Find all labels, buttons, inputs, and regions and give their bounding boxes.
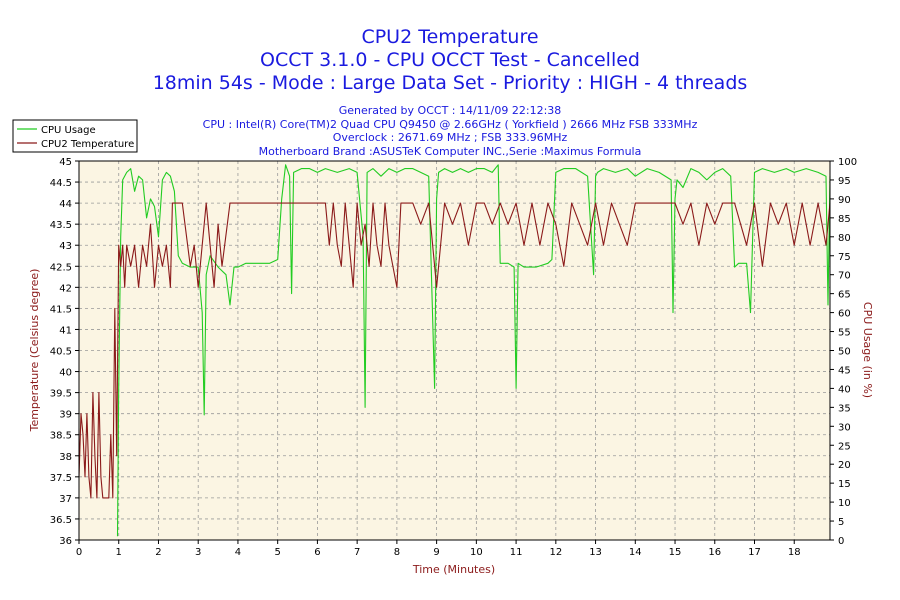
x-tick-label: 11 [510, 547, 523, 558]
y-left-tick-label: 43.5 [50, 220, 72, 231]
y-right-tick-label: 70 [838, 271, 851, 282]
y-left-tick-label: 36.5 [50, 515, 72, 526]
series-line-cpu2-temperature [78, 202, 831, 499]
y-right-tick-label: 75 [838, 252, 851, 263]
y-left-tick-label: 42 [59, 283, 72, 294]
x-tick-label: 10 [470, 547, 483, 558]
y-left-tick-label: 43 [59, 241, 72, 252]
y-right-tick-label: 40 [838, 384, 851, 395]
y-left-tick-label: 44 [59, 199, 72, 210]
x-tick-label: 5 [274, 547, 280, 558]
x-tick-label: 18 [788, 547, 801, 558]
system-info-block: Generated by OCCT : 14/11/09 22:12:38 CP… [0, 104, 900, 158]
series-layer [78, 164, 831, 537]
y-left-tick-label: 37 [59, 494, 72, 505]
y-right-tick-label: 45 [838, 365, 851, 376]
y-left-axis-label: Temperature (Celsius degree) [28, 269, 41, 433]
x-tick-label: 3 [195, 547, 201, 558]
x-tick-label: 4 [235, 547, 241, 558]
x-tick-label: 7 [354, 547, 360, 558]
y-left-tick-label: 38 [59, 452, 72, 463]
motherboard-info-text: Motherboard Brand :ASUSTeK Computer INC.… [258, 144, 642, 158]
y-right-tick-label: 10 [838, 498, 851, 509]
y-left-tick-label: 40.5 [50, 347, 72, 358]
y-right-tick-label: 85 [838, 214, 851, 225]
y-left-tick-label: 40 [59, 368, 72, 379]
y-right-tick-label: 5 [838, 517, 844, 528]
legend-usage-label: CPU Usage [41, 125, 96, 136]
chart-subtitle-test: OCCT 3.1.0 - CPU OCCT Test - Cancelled [260, 49, 640, 71]
x-tick-label: 13 [589, 547, 602, 558]
generated-by-text: Generated by OCCT : 14/11/09 22:12:38 [338, 104, 562, 117]
x-axis-label: Time (Minutes) [412, 563, 495, 576]
y-right-tick-label: 80 [838, 233, 851, 244]
x-tick-label: 17 [748, 547, 761, 558]
y-right-tick-label: 95 [838, 176, 851, 187]
legend-box [12, 119, 138, 153]
y-right-tick-label: 55 [838, 328, 851, 339]
y-right-tick-label: 35 [838, 403, 851, 414]
y-right-tick-label: 30 [838, 422, 851, 433]
y-right-axis-ticks: 0 5 10 15 20 25 30 35 40 45 50 55 60 65 70 75 80 85 90 95 10… [830, 157, 857, 547]
y-left-tick-label: 42.5 [50, 262, 72, 273]
x-axis-ticks: 0 1 2 3 4 5 6 7 8 9 10 11 12 13 14 15 16 17 18 [76, 540, 801, 558]
x-tick-label: 9 [433, 547, 439, 558]
y-right-tick-label: 15 [838, 479, 851, 490]
chart-title-block: CPU2 Temperature OCCT 3.1.0 - CPU OCCT T… [0, 26, 900, 95]
x-tick-label: 0 [76, 547, 82, 558]
series-line-cpu-usage [116, 164, 831, 537]
x-tick-label: 12 [549, 547, 562, 558]
x-tick-label: 1 [116, 547, 122, 558]
y-right-axis-label: CPU Usage (in %) [861, 302, 874, 398]
x-tick-label: 15 [669, 547, 682, 558]
y-left-tick-label: 36 [59, 536, 72, 547]
legend: CPU Usage CPU2 Temperature [12, 119, 138, 153]
y-right-tick-label: 20 [838, 460, 851, 471]
y-right-tick-label: 60 [838, 309, 851, 320]
chart-subtitle-mode: 18min 54s - Mode : Large Data Set - Prio… [152, 72, 748, 94]
y-right-tick-label: 65 [838, 290, 851, 301]
y-left-tick-label: 45 [59, 157, 72, 168]
y-left-tick-label: 39.5 [50, 389, 72, 400]
y-left-tick-label: 41 [59, 325, 72, 336]
y-right-tick-label: 25 [838, 441, 851, 452]
y-left-axis-ticks: 36 36.5 37 37.5 38 38.5 39 39.5 40 40.5 41 41.5 42 42… [50, 157, 79, 547]
y-left-tick-label: 44.5 [50, 178, 72, 189]
chart-title: CPU2 Temperature [361, 26, 539, 48]
x-tick-label: 14 [629, 547, 642, 558]
y-right-tick-label: 0 [838, 536, 844, 547]
y-left-tick-label: 39 [59, 410, 72, 421]
y-right-tick-label: 100 [838, 157, 857, 168]
y-left-tick-label: 41.5 [50, 304, 72, 315]
y-right-tick-label: 90 [838, 195, 851, 206]
x-tick-label: 8 [394, 547, 400, 558]
y-left-tick-label: 37.5 [50, 473, 72, 484]
y-left-tick-label: 38.5 [50, 431, 72, 442]
legend-temperature-label: CPU2 Temperature [41, 139, 134, 150]
cpu-info-text: CPU : Intel(R) Core(TM)2 Quad CPU Q9450 … [202, 117, 698, 131]
x-tick-label: 2 [155, 547, 161, 558]
x-tick-label: 6 [314, 547, 320, 558]
overclock-info-text: Overclock : 2671.69 MHz ; FSB 333.96MHz [332, 131, 568, 144]
y-right-tick-label: 50 [838, 347, 851, 358]
x-tick-label: 16 [708, 547, 721, 558]
